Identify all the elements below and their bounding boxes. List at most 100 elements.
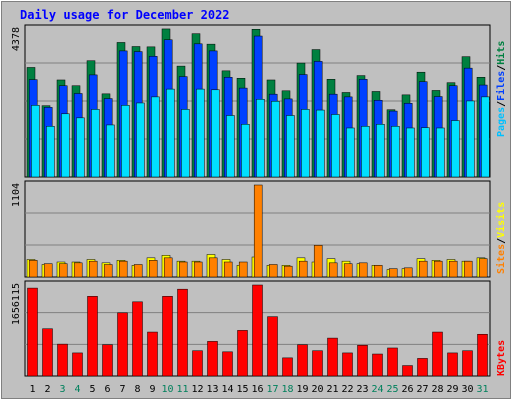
x-label-day-18: 18 xyxy=(281,384,293,395)
legend-kbytes: KBytes xyxy=(496,340,507,376)
bar-pages-day-21 xyxy=(331,114,340,178)
bar-pages-day-26 xyxy=(406,127,415,178)
bar-sites-day-29 xyxy=(448,260,458,278)
bar-sites-day-1 xyxy=(28,260,38,278)
x-label-day-24: 24 xyxy=(371,384,383,395)
x-label-day-10: 10 xyxy=(161,384,173,395)
x-label-day-22: 22 xyxy=(341,384,353,395)
bar-sites-day-24 xyxy=(373,265,383,278)
x-label-day-7: 7 xyxy=(119,384,125,395)
bar-kbytes-day-28 xyxy=(432,331,443,377)
legend-pages-files-hits-part-4: Hits xyxy=(495,41,507,65)
bar-kbytes-day-17 xyxy=(267,316,278,377)
bar-kbytes-day-14 xyxy=(222,351,233,377)
bar-pages-day-10 xyxy=(166,88,175,178)
x-label-day-3: 3 xyxy=(59,384,65,395)
bar-kbytes-day-21 xyxy=(327,337,338,377)
x-label-day-1: 1 xyxy=(29,384,35,395)
bar-kbytes-day-27 xyxy=(417,358,428,377)
bar-sites-day-22 xyxy=(343,263,353,278)
x-label-day-20: 20 xyxy=(311,384,323,395)
legend-pages-files-hits-part-2: Files xyxy=(495,71,507,101)
x-label-day-21: 21 xyxy=(326,384,338,395)
bar-kbytes-day-12 xyxy=(192,350,203,377)
x-label-day-26: 26 xyxy=(401,384,413,395)
bar-sites-day-5 xyxy=(88,260,98,278)
bar-sites-day-15 xyxy=(238,261,248,278)
bar-pages-day-19 xyxy=(301,109,310,178)
bar-sites-day-10 xyxy=(163,257,173,278)
bar-kbytes-day-22 xyxy=(342,352,353,377)
bar-pages-day-12 xyxy=(196,88,205,178)
bar-sites-day-23 xyxy=(358,262,368,278)
y-max-label-2: 1104 xyxy=(11,183,22,207)
bar-pages-day-23 xyxy=(361,126,370,178)
bar-pages-day-25 xyxy=(391,126,400,178)
bar-kbytes-day-29 xyxy=(447,352,458,377)
bar-sites-day-30 xyxy=(463,260,473,278)
bar-sites-day-7 xyxy=(118,260,128,278)
bar-pages-day-2 xyxy=(46,126,55,178)
bar-pages-day-14 xyxy=(226,115,235,178)
bar-sites-day-8 xyxy=(133,264,143,278)
bar-kbytes-day-25 xyxy=(387,347,398,377)
bar-kbytes-day-6 xyxy=(102,344,113,377)
bar-kbytes-day-11 xyxy=(177,288,188,377)
x-label-day-28: 28 xyxy=(431,384,443,395)
legend-pages-files-hits-part-1: / xyxy=(496,101,507,107)
x-label-day-29: 29 xyxy=(446,384,458,395)
bar-pages-day-13 xyxy=(211,89,220,178)
bar-kbytes-day-30 xyxy=(462,350,473,377)
bar-kbytes-day-8 xyxy=(132,301,143,377)
x-label-day-4: 4 xyxy=(74,384,80,395)
x-label-day-15: 15 xyxy=(236,384,248,395)
bar-kbytes-day-7 xyxy=(117,312,128,377)
bar-kbytes-day-1 xyxy=(27,287,38,377)
bar-pages-day-18 xyxy=(286,115,295,178)
bar-kbytes-day-13 xyxy=(207,341,218,377)
bar-sites-day-27 xyxy=(418,260,428,278)
bar-kbytes-day-2 xyxy=(42,328,53,377)
legend-sites-visits-part-1: / xyxy=(496,238,507,244)
bar-sites-day-14 xyxy=(223,261,233,278)
bar-sites-day-25 xyxy=(388,268,398,278)
legend-kbytes-part-0: KBytes xyxy=(496,340,507,376)
legend-sites-visits-part-0: Sites xyxy=(495,244,507,274)
x-label-day-14: 14 xyxy=(221,384,233,395)
legend-sites-visits: Sites/Visits xyxy=(495,202,507,274)
bar-sites-day-19 xyxy=(298,260,308,278)
bar-pages-day-3 xyxy=(61,113,70,178)
x-label-day-23: 23 xyxy=(356,384,368,395)
bar-pages-day-11 xyxy=(181,109,190,178)
x-label-day-11: 11 xyxy=(176,384,188,395)
bar-sites-day-11 xyxy=(178,261,188,278)
bar-pages-day-9 xyxy=(151,96,160,178)
bar-pages-day-20 xyxy=(316,109,325,178)
x-label-day-6: 6 xyxy=(104,384,110,395)
bar-pages-day-22 xyxy=(346,127,355,178)
bar-pages-day-31 xyxy=(481,96,490,178)
bar-kbytes-day-19 xyxy=(297,344,308,377)
bar-sites-day-20 xyxy=(313,245,323,278)
bar-pages-day-17 xyxy=(271,101,280,178)
x-label-day-25: 25 xyxy=(386,384,398,395)
bar-kbytes-day-4 xyxy=(72,352,83,377)
bar-sites-day-21 xyxy=(328,262,338,278)
bar-kbytes-day-18 xyxy=(282,357,293,377)
chart-title: Daily usage for December 2022 xyxy=(20,8,230,22)
bar-sites-day-18 xyxy=(283,265,293,278)
bar-kbytes-day-10 xyxy=(162,296,173,377)
x-label-day-8: 8 xyxy=(134,384,140,395)
x-label-day-12: 12 xyxy=(191,384,203,395)
bar-sites-day-4 xyxy=(73,262,83,278)
bar-pages-day-5 xyxy=(91,109,100,178)
bar-pages-day-30 xyxy=(466,100,475,178)
x-label-day-16: 16 xyxy=(251,384,263,395)
bar-kbytes-day-9 xyxy=(147,331,158,377)
bars xyxy=(26,28,490,377)
bar-sites-day-31 xyxy=(478,258,488,278)
